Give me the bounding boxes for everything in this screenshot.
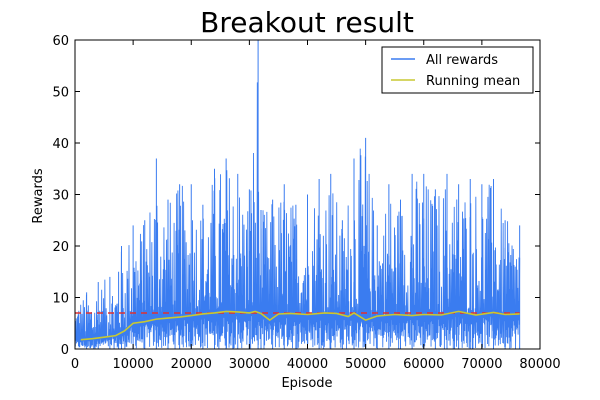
y-tick-label: 0	[61, 343, 69, 358]
x-tick-label: 0	[71, 357, 79, 372]
legend-label-running-mean: Running mean	[426, 74, 520, 89]
y-tick-label: 30	[52, 189, 69, 204]
x-tick-label: 60000	[403, 357, 444, 372]
y-axis-label: Rewards	[31, 168, 46, 223]
chart-title: Breakout result	[200, 6, 414, 39]
tick-layer: 0 10000 20000 30000 40000 50000 60000 70000 8000…	[52, 34, 560, 372]
y-tick-label: 20	[52, 240, 69, 255]
legend: All rewards Running mean	[381, 46, 534, 94]
y-tick-label: 10	[52, 292, 69, 307]
legend-box	[381, 46, 534, 94]
x-tick-label: 20000	[171, 357, 212, 372]
x-axis-label: Episode	[281, 376, 332, 391]
x-tick-label: 10000	[112, 357, 153, 372]
x-tick-label: 30000	[229, 357, 270, 372]
x-tick-label: 50000	[345, 357, 386, 372]
y-tick-label: 60	[52, 34, 69, 49]
series-layer	[74, 40, 521, 349]
series-running-mean-line	[80, 310, 520, 341]
x-tick-label: 70000	[461, 357, 502, 372]
y-tick-label: 50	[52, 86, 69, 101]
legend-label-all-rewards: All rewards	[426, 53, 498, 68]
y-tick-label: 40	[52, 137, 69, 152]
x-tick-label: 40000	[287, 357, 328, 372]
x-tick-label: 80000	[519, 357, 560, 372]
